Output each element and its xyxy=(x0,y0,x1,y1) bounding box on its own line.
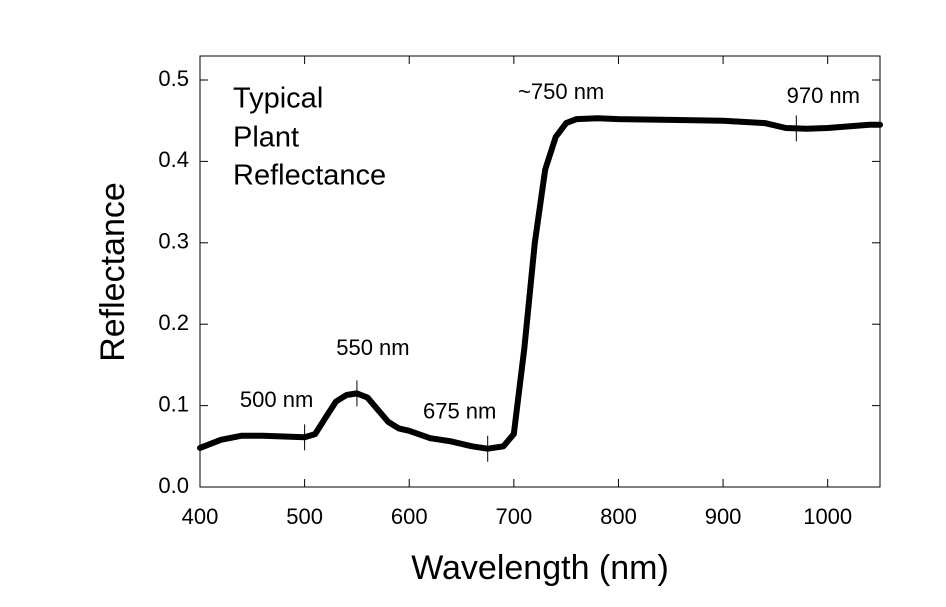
x-tick-label: 900 xyxy=(705,504,742,529)
x-tick-label: 800 xyxy=(600,504,637,529)
y-tick-label: 0.0 xyxy=(158,473,189,498)
annotation: 550 nm xyxy=(336,335,409,360)
inset-text: Reflectance xyxy=(233,160,386,192)
annotation: 675 nm xyxy=(423,399,496,424)
inset-text: Typical xyxy=(233,83,323,115)
inset-text: Plant xyxy=(233,122,299,154)
plot-frame xyxy=(199,55,881,488)
x-tick-label: 700 xyxy=(495,504,532,529)
annotation: 500 nm xyxy=(240,387,313,412)
y-tick-label: 0.1 xyxy=(158,391,189,416)
x-tick-label: 1000 xyxy=(803,504,852,529)
y-tick-label: 0.4 xyxy=(158,147,189,172)
annotation: ~750 nm xyxy=(518,79,604,104)
y-tick-label: 0.5 xyxy=(158,66,189,91)
y-axis-title: Reflectance xyxy=(94,182,132,362)
y-tick-label: 0.2 xyxy=(158,310,189,335)
x-tick-label: 500 xyxy=(286,504,323,529)
x-tick-label: 600 xyxy=(391,504,428,529)
x-tick-label: 400 xyxy=(182,504,219,529)
y-tick-label: 0.3 xyxy=(158,229,189,254)
x-axis-title: Wavelength (nm) xyxy=(411,549,669,587)
annotation: 970 nm xyxy=(787,83,860,108)
